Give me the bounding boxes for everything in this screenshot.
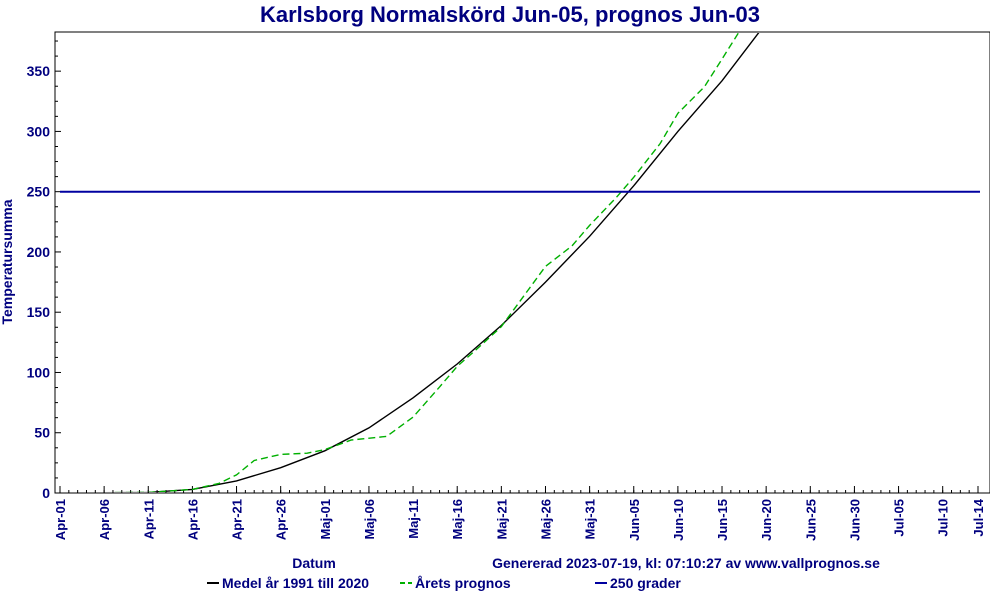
x-tick-label: Maj-01 (318, 499, 333, 539)
generated-footer: Genererad 2023-07-19, kl: 07:10:27 av ww… (492, 555, 880, 571)
x-tick-label: Jun-30 (847, 499, 862, 541)
x-tick-label: Apr-21 (230, 499, 245, 540)
y-axis-label: Temperatursumma (0, 199, 15, 324)
legend-label-2: Årets prognos (415, 575, 511, 591)
y-tick-label: 150 (27, 304, 51, 320)
plot-frame (54, 31, 990, 494)
x-tick-label: Maj-06 (362, 499, 377, 539)
legend-label-1: Medel år 1991 till 2020 (222, 575, 369, 591)
y-tick-label: 250 (27, 184, 51, 200)
x-axis-label: Datum (292, 555, 336, 571)
x-tick-label: Maj-21 (494, 499, 509, 539)
chart-title: Karlsborg Normalskörd Jun-05, prognos Ju… (260, 2, 760, 27)
y-tick-label: 100 (27, 364, 51, 380)
x-axis: Apr-01 Apr-06 Apr-11 Apr-16 Apr-21 Apr-26 Maj-… (53, 486, 986, 541)
y-tick-label: 50 (34, 425, 50, 441)
series-line-1 (104, 33, 760, 492)
x-tick-label: Maj-31 (583, 499, 598, 539)
x-tick-label: Maj-11 (406, 499, 421, 539)
x-tick-label: Jul-05 (892, 499, 907, 537)
x-tick-label: Jun-05 (627, 499, 642, 541)
x-tick-label: Apr-11 (141, 499, 156, 539)
series-layer (60, 33, 980, 492)
x-tick-label: Jul-14 (971, 498, 986, 536)
x-tick-label: Jul-10 (936, 499, 951, 537)
x-tick-label: Apr-16 (185, 499, 200, 540)
x-tick-label: Apr-06 (97, 499, 112, 540)
x-tick-label: Apr-26 (274, 499, 289, 540)
series-line-2 (104, 33, 740, 492)
x-tick-label: Maj-26 (538, 499, 553, 539)
y-tick-label: 300 (27, 123, 51, 139)
x-tick-label: Jun-10 (671, 499, 686, 541)
x-tick-label: Apr-01 (53, 499, 68, 540)
x-tick-label: Jun-25 (803, 499, 818, 541)
x-tick-label: Jun-15 (715, 499, 730, 541)
y-tick-label: 0 (42, 485, 50, 501)
y-tick-label: 350 (27, 63, 51, 79)
x-tick-label: Maj-16 (450, 499, 465, 539)
y-tick-label: 200 (27, 244, 51, 260)
x-tick-label: Jun-20 (759, 499, 774, 541)
legend-label-3: 250 grader (610, 575, 681, 591)
legend: Medel år 1991 till 2020 Årets prognos 250 … (207, 575, 681, 591)
y-axis: 0 50 100 150 200 250 300 350 (27, 40, 61, 501)
